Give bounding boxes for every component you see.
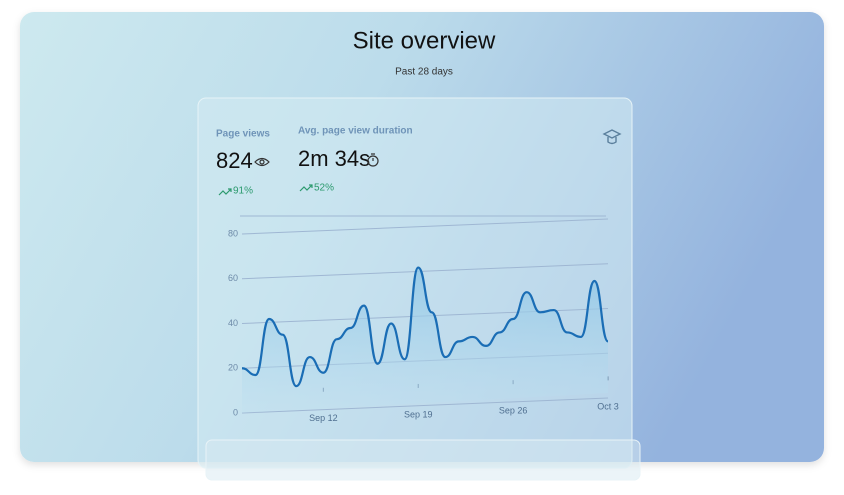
metric-change: 52%	[314, 183, 334, 194]
y-tick-label: 80	[228, 228, 238, 238]
x-tick-label: Sep 19	[404, 409, 433, 419]
y-tick-label: 40	[228, 318, 238, 328]
grid-line	[241, 263, 609, 280]
metric-value: 2m 34s	[298, 146, 370, 171]
x-tick-label: Oct 3	[597, 402, 619, 412]
plot: 0 20 40 60 80 Sep 12 Sep 19 Sep 26 Oct 3	[228, 218, 619, 423]
school-icon	[602, 129, 622, 145]
area	[242, 267, 608, 413]
metric-change: 91%	[233, 186, 253, 197]
y-tick-label: 0	[233, 407, 238, 417]
trend-icon	[299, 184, 313, 192]
next-card	[205, 439, 641, 481]
x-tick-label: Sep 12	[309, 413, 338, 423]
page-subtitle: Past 28 days	[395, 67, 453, 78]
trend-icon	[218, 188, 232, 196]
x-tick-label: Sep 26	[499, 406, 528, 416]
grid-line	[241, 218, 609, 235]
y-tick-label: 60	[228, 273, 238, 283]
line	[241, 266, 610, 388]
page-title: Site overview	[353, 27, 496, 54]
y-tick-label: 20	[228, 363, 238, 373]
metric-label: Page views	[216, 129, 270, 140]
eye-icon	[254, 157, 270, 167]
metric-value: 824	[216, 148, 253, 173]
grid-line	[241, 397, 609, 414]
timer-icon	[367, 153, 379, 167]
metric-label: Avg. page view duration	[298, 126, 413, 137]
